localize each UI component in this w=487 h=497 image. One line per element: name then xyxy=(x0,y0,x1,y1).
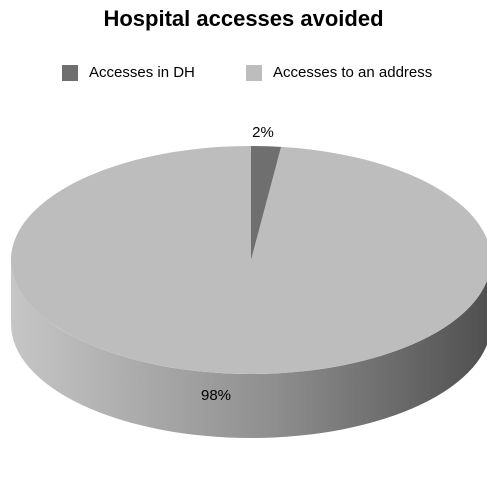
legend-item-accesses-in-dh: Accesses in DH xyxy=(62,64,195,81)
legend-swatch-accesses-in-dh xyxy=(62,64,78,81)
data-label-accesses-to-an-address: 98% xyxy=(201,387,231,404)
pie-slice-accesses-to-an-address xyxy=(11,146,487,374)
legend-swatch-accesses-to-an-address xyxy=(246,64,262,81)
chart-legend: Accesses in DH Accesses to an address xyxy=(0,64,487,86)
pie-slice-accesses-in-dh xyxy=(251,146,282,260)
chart-title: Hospital accesses avoided xyxy=(103,6,384,31)
pie-side xyxy=(11,260,487,438)
legend-label-accesses-to-an-address: Accesses to an address xyxy=(273,64,433,81)
data-label-accesses-in-dh: 2% xyxy=(252,124,274,141)
legend-item-accesses-to-an-address: Accesses to an address xyxy=(246,64,432,81)
legend-label-accesses-in-dh: Accesses in DH xyxy=(89,64,195,81)
